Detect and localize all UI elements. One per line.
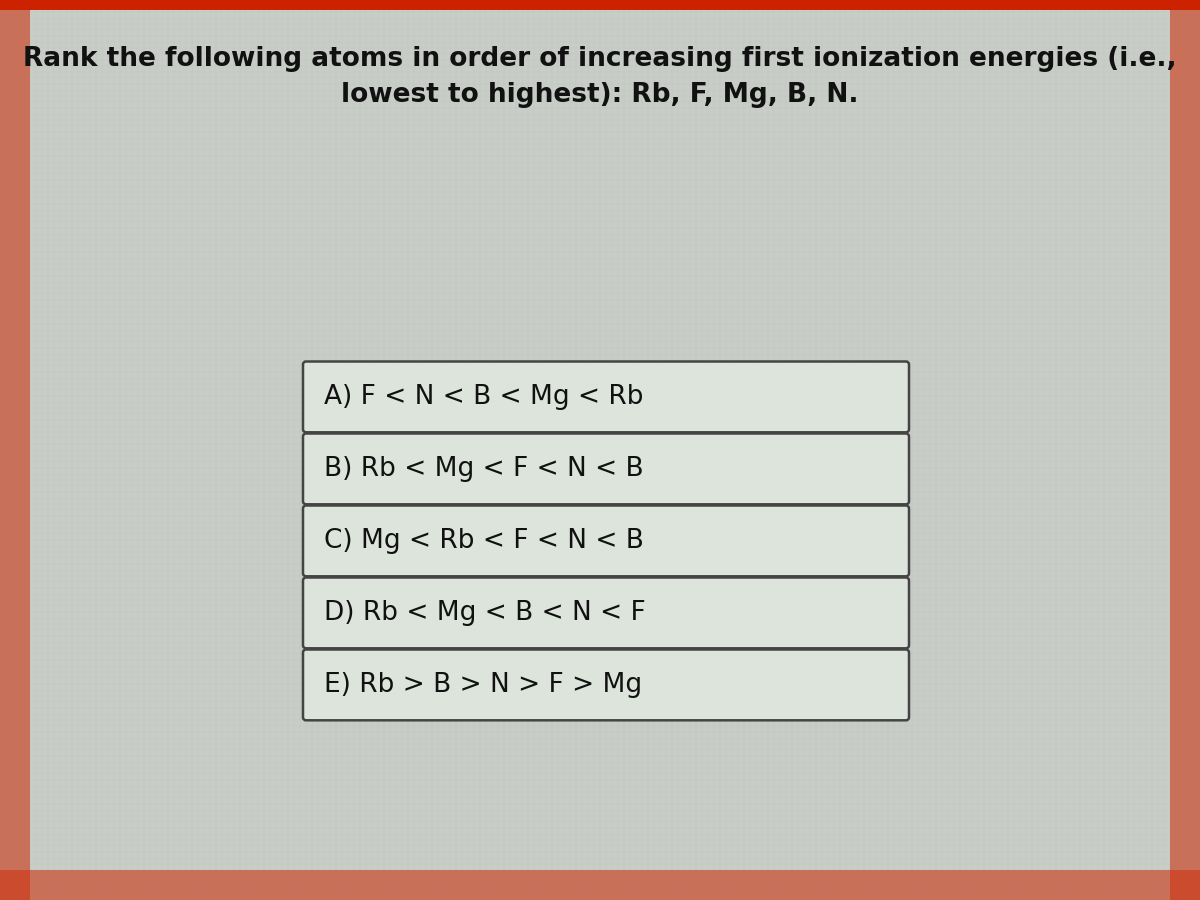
FancyBboxPatch shape xyxy=(302,434,910,504)
Bar xyxy=(0,870,1200,900)
FancyBboxPatch shape xyxy=(302,362,910,432)
Bar xyxy=(0,0,30,900)
Text: lowest to highest): Rb, F, Mg, B, N.: lowest to highest): Rb, F, Mg, B, N. xyxy=(341,82,859,107)
Bar xyxy=(0,0,1200,10)
Text: C) Mg < Rb < F < N < B: C) Mg < Rb < F < N < B xyxy=(324,528,644,554)
FancyBboxPatch shape xyxy=(302,506,910,576)
Text: B) Rb < Mg < F < N < B: B) Rb < Mg < F < N < B xyxy=(324,456,643,482)
Bar xyxy=(1170,0,1200,900)
Text: E) Rb > B > N > F > Mg: E) Rb > B > N > F > Mg xyxy=(324,672,642,698)
Text: D) Rb < Mg < B < N < F: D) Rb < Mg < B < N < F xyxy=(324,600,646,626)
Text: A) F < N < B < Mg < Rb: A) F < N < B < Mg < Rb xyxy=(324,384,643,410)
Text: Rank the following atoms in order of increasing first ionization energies (i.e.,: Rank the following atoms in order of inc… xyxy=(23,46,1177,71)
FancyBboxPatch shape xyxy=(302,578,910,648)
FancyBboxPatch shape xyxy=(302,650,910,720)
